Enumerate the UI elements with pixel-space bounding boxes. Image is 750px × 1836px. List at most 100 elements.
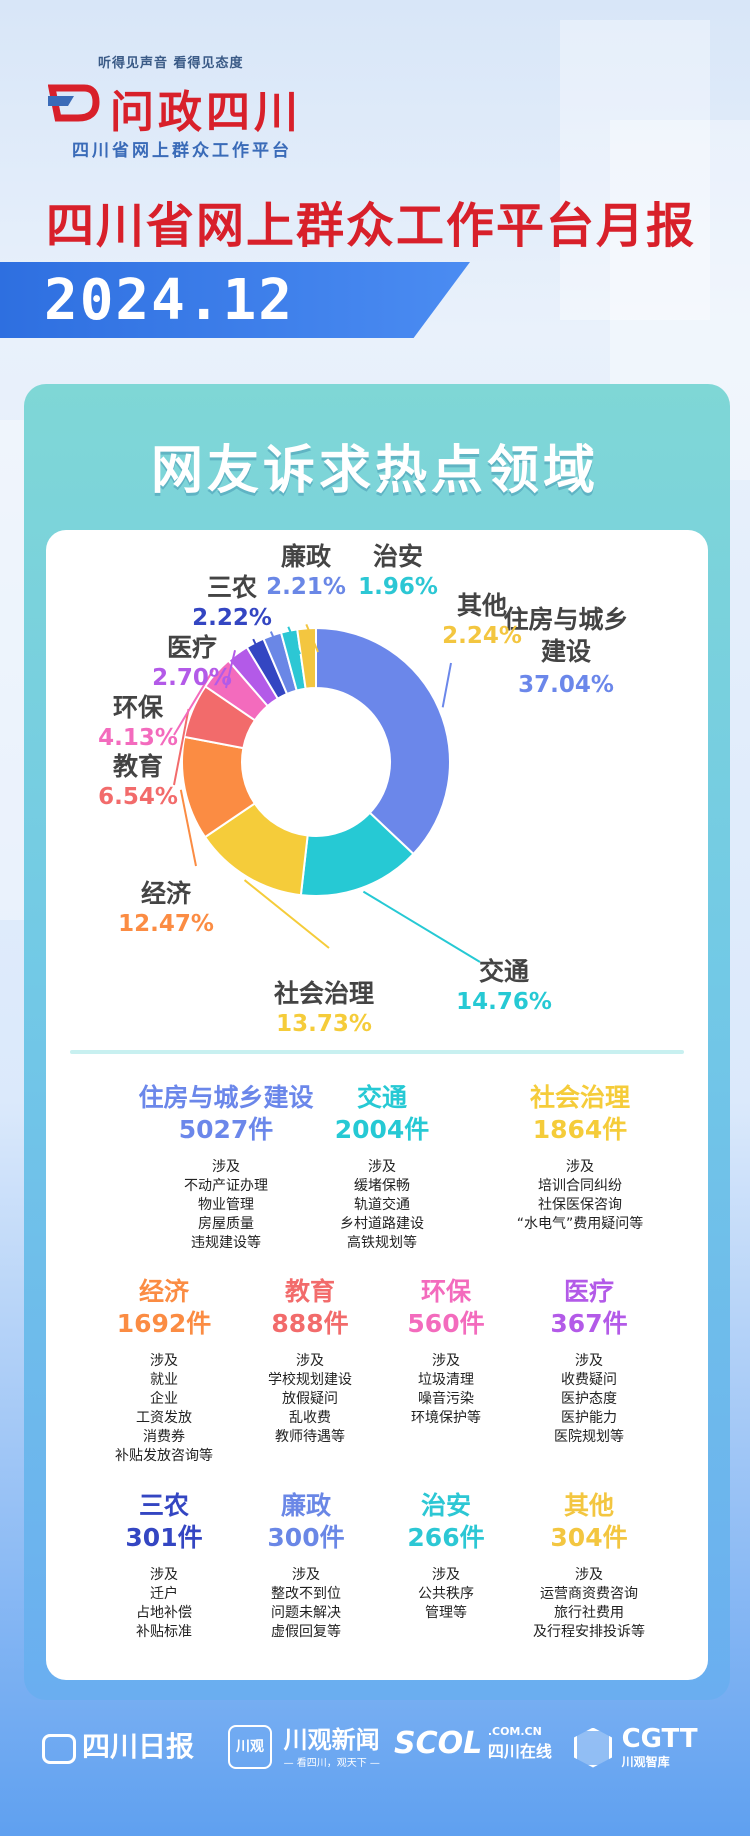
sichuan-daily-logo: 四川日报 — [42, 1725, 194, 1765]
slice-label: 经济 — [141, 879, 192, 908]
category-count: 5027件 — [178, 1115, 274, 1144]
slice-value-label: 1.96% — [358, 574, 438, 600]
category-item: 医护态度 — [561, 1391, 617, 1407]
category-item: 违规建设等 — [191, 1235, 261, 1251]
logo-subtext: 四川在线 — [487, 1742, 552, 1761]
chuanguan-news-logo: 川观 川观新闻 — 看四川，观天下 — — [228, 1725, 380, 1769]
leader-line — [362, 890, 481, 963]
divider — [70, 1050, 684, 1054]
category-name: 其他 — [563, 1491, 614, 1520]
leader-line — [179, 789, 197, 867]
category-name: 交通 — [356, 1083, 407, 1112]
category-item: 企业 — [150, 1391, 178, 1407]
slice-value-label: 13.73% — [276, 1011, 372, 1037]
category-item: 及行程安排投诉等 — [533, 1624, 645, 1640]
category-intro: 涉及 — [575, 1567, 603, 1583]
category-block: 经济 1692件 涉及 就业 企业 工资发放 消费券 补贴发放咨询等 — [64, 1276, 264, 1466]
slogan: 听得见声音 看得见态度 — [98, 56, 244, 71]
category-item: 工资发放 — [136, 1410, 192, 1426]
category-item: 缓堵保畅 — [354, 1178, 410, 1194]
chuanguan-badge: 川观 — [228, 1725, 272, 1769]
logo-text: 四川日报 — [82, 1730, 195, 1763]
cgtt-logo: CGTT 川观智库 — [574, 1725, 698, 1770]
category-item: 占地补偿 — [136, 1605, 192, 1621]
category-count: 1692件 — [116, 1309, 212, 1338]
category-count: 1864件 — [532, 1115, 628, 1144]
category-count: 2004件 — [334, 1115, 430, 1144]
slice-label: 环保 — [113, 693, 164, 722]
leader-line — [305, 623, 319, 653]
pie-slice — [315, 626, 451, 856]
background-block — [560, 20, 710, 320]
category-intro: 涉及 — [150, 1353, 178, 1369]
category-item: 医护能力 — [561, 1410, 617, 1426]
category-item: 物业管理 — [198, 1197, 254, 1213]
slice-value-label: 37.04% — [518, 672, 614, 698]
leader-line — [225, 650, 236, 689]
leader-line — [243, 879, 330, 949]
category-intro: 涉及 — [368, 1159, 396, 1175]
category-block: 治安 266件 涉及 公共秩序 管理等 — [346, 1490, 546, 1623]
leader-line — [287, 626, 301, 655]
slice-label: 廉政 — [281, 542, 332, 571]
category-item: 管理等 — [425, 1605, 467, 1621]
category-item: 垃圾清理 — [418, 1372, 474, 1388]
category-item: 噪音污染 — [418, 1391, 474, 1407]
category-item: 高铁规划等 — [347, 1235, 417, 1251]
category-item: 房屋质量 — [198, 1216, 254, 1232]
category-item: 不动产证办理 — [184, 1178, 268, 1194]
category-count: 266件 — [407, 1523, 485, 1552]
category-name: 社会治理 — [529, 1083, 630, 1112]
category-count: 367件 — [550, 1309, 628, 1338]
category-name: 治安 — [420, 1491, 471, 1520]
category-block: 教育 888件 涉及 学校规划建设 放假疑问 乱收费 教师待遇等 — [210, 1276, 410, 1447]
category-item: 放假疑问 — [282, 1391, 338, 1407]
category-block: 廉政 300件 涉及 整改不到位 问题未解决 虚假回复等 — [206, 1490, 406, 1642]
pie-slice — [296, 626, 317, 690]
slice-value-label: 2.70% — [152, 665, 232, 691]
leader-line — [173, 669, 214, 736]
slice-label: 三农 — [207, 573, 257, 602]
category-count: 300件 — [267, 1523, 345, 1552]
category-item: 轨道交通 — [354, 1197, 410, 1213]
slice-value-label: 2.24% — [442, 623, 522, 649]
category-item: 教师待遇等 — [275, 1429, 345, 1445]
category-name: 住房与城乡建设 — [138, 1083, 314, 1112]
leader-line — [252, 638, 265, 663]
category-item: 乱收费 — [289, 1410, 331, 1426]
page-title: 四川省网上群众工作平台月报 — [46, 198, 697, 254]
wenzheng-logo-icon — [48, 84, 100, 122]
category-item: 旅行社费用 — [554, 1605, 624, 1621]
logo-subtext: — 看四川，观天下 — — [283, 1757, 380, 1769]
category-item: 问题未解决 — [271, 1605, 341, 1621]
category-block: 医疗 367件 涉及 收费疑问 医护态度 医护能力 医院规划等 — [489, 1276, 689, 1447]
category-name: 廉政 — [280, 1491, 331, 1520]
scol-logo: SCOL .COM.CN 四川在线 — [394, 1725, 552, 1762]
category-item: 收费疑问 — [561, 1372, 617, 1388]
category-name: 经济 — [138, 1277, 189, 1306]
category-name: 环保 — [420, 1277, 471, 1306]
category-block: 交通 2004件涉及缓堵保畅轨道交通乡村道路建设 高铁规划等 — [282, 1082, 482, 1253]
section-title: 网友诉求热点领域 — [150, 440, 599, 501]
slice-label: 社会治理 — [274, 979, 374, 1008]
category-block: 住房与城乡建设 5027件涉及不动产证办理 物业管理房屋质量违规建设等 — [126, 1082, 326, 1253]
category-intro: 涉及 — [432, 1567, 460, 1583]
category-item: 整改不到位 — [271, 1586, 341, 1602]
header: 听得见声音 看得见态度 问政四川 四川省网上群众工作平台 四川省网上群众工作平台… — [0, 0, 750, 380]
leader-line — [269, 631, 283, 657]
category-item: 乡村道路建设 — [340, 1216, 424, 1232]
sichuan-daily-icon — [42, 1733, 76, 1764]
category-count: 560件 — [407, 1309, 485, 1338]
category-intro: 涉及 — [212, 1159, 240, 1175]
category-item: 学校规划建设 — [268, 1372, 352, 1388]
slice-label: 教育 — [113, 752, 163, 781]
slice-label: 治安 — [373, 542, 423, 571]
leader-line — [173, 708, 190, 786]
category-item: 虚假回复等 — [271, 1624, 341, 1640]
cgtt-cube-icon — [574, 1727, 612, 1768]
category-name: 三农 — [138, 1491, 189, 1520]
category-item: 医院规划等 — [554, 1429, 624, 1445]
logo-text: SCOL — [394, 1726, 483, 1761]
logo-domain: .COM.CN — [487, 1725, 542, 1738]
date-banner — [0, 262, 470, 338]
